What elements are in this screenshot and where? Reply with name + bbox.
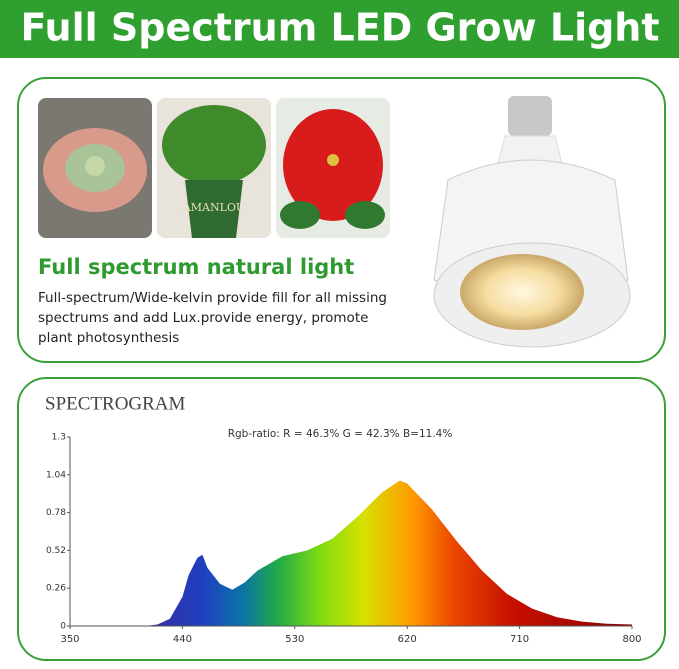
x-tick-label: 350 bbox=[60, 634, 79, 645]
annotation: Rgb-ratio: R = 46.3% G = 42.3% B=11.4% bbox=[228, 428, 453, 440]
x-tick-label: 710 bbox=[510, 634, 529, 645]
feature-heading: Full spectrum natural light bbox=[38, 255, 354, 279]
x-tick-label: 440 bbox=[173, 634, 192, 645]
x-tick-label: 530 bbox=[285, 634, 304, 645]
chart-title: SPECTROGRAM bbox=[45, 393, 186, 414]
header-bar bbox=[0, 0, 679, 58]
pot-label: AMANLOU bbox=[182, 201, 245, 214]
feature-line: Full-spectrum/Wide-kelvin provide fill f… bbox=[38, 290, 387, 306]
photo-poinsettia bbox=[276, 98, 390, 238]
y-tick-label: 1.3 bbox=[52, 433, 66, 443]
y-tick-label: 0.26 bbox=[46, 584, 66, 594]
y-tick-label: 0 bbox=[60, 622, 66, 632]
spectrum-area bbox=[144, 480, 632, 626]
x-tick-label: 800 bbox=[622, 634, 641, 645]
bulb-image bbox=[433, 96, 631, 348]
photo-pot-plant: AMANLOU bbox=[157, 98, 271, 238]
y-tick-label: 0.78 bbox=[46, 508, 66, 518]
header-title: Full Spectrum LED Grow Light bbox=[20, 6, 659, 50]
y-tick-label: 0.52 bbox=[46, 546, 66, 556]
feature-line: plant photosynthesis bbox=[38, 330, 179, 346]
plot: 0 0.26 0.52 0.78 1.04 1.3 350 440 530 620 710 800 bbox=[46, 433, 642, 646]
chart-panel bbox=[17, 377, 666, 661]
feature-panel bbox=[17, 77, 666, 363]
y-tick-label: 1.04 bbox=[46, 470, 66, 480]
x-tick-label: 620 bbox=[398, 634, 417, 645]
photo-succulent bbox=[38, 98, 152, 238]
feature-line: spectrums and add Lux.provide energy, pr… bbox=[38, 310, 368, 326]
